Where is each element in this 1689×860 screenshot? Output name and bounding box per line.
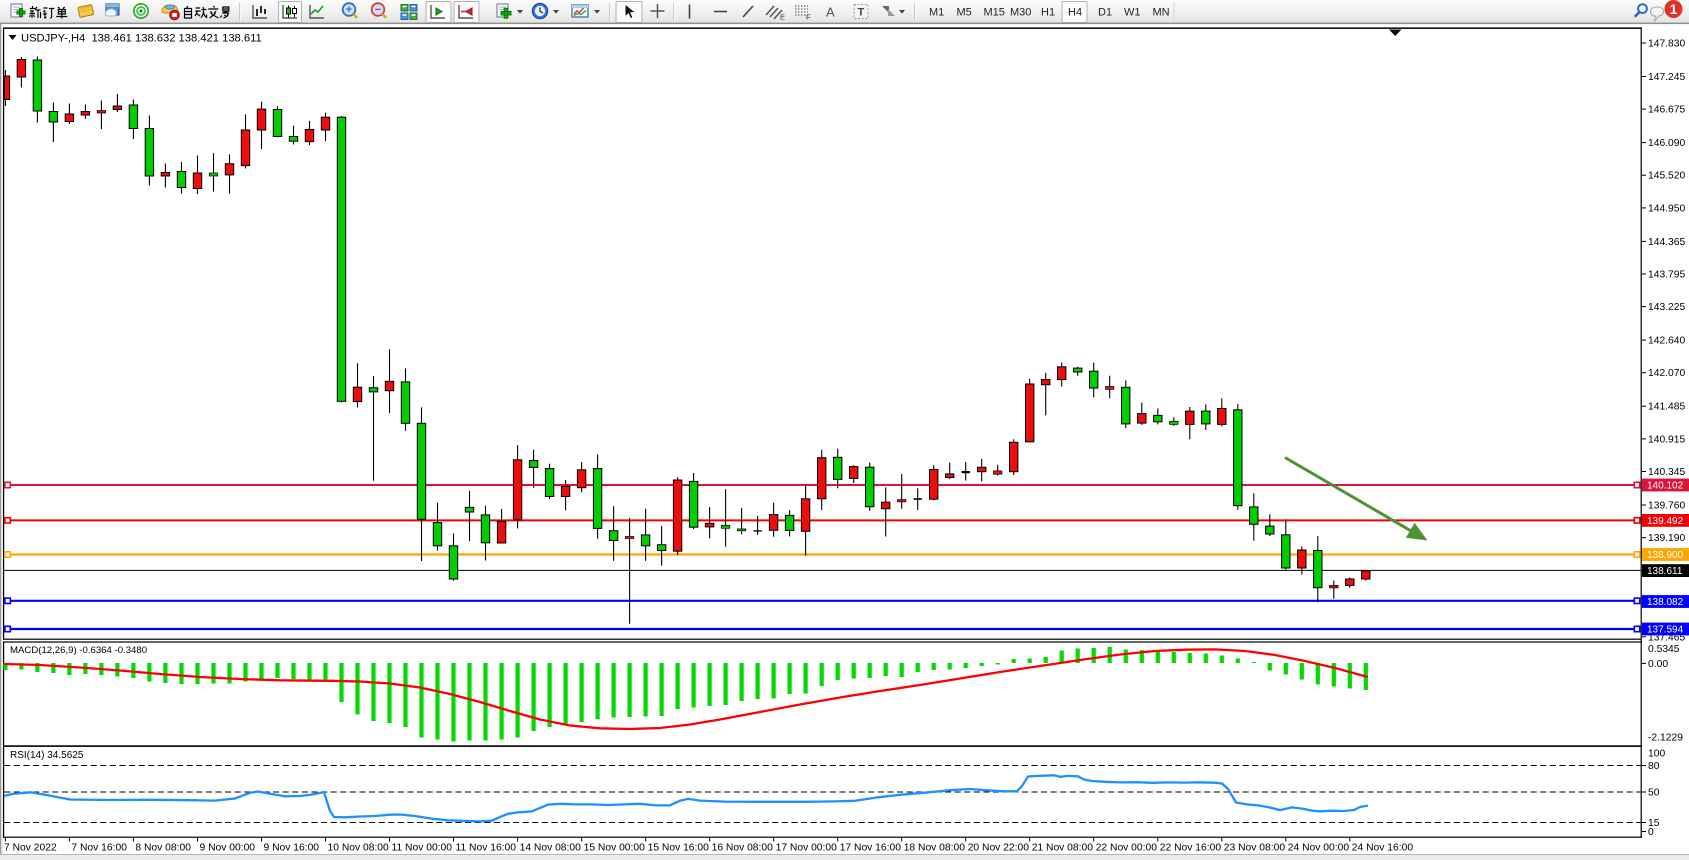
- svg-text:-2.1229: -2.1229: [1648, 733, 1683, 744]
- svg-text:H4: H4: [1068, 7, 1082, 19]
- svg-text:142.070: 142.070: [1648, 368, 1685, 379]
- svg-text:0.5345: 0.5345: [1648, 644, 1680, 655]
- svg-text:144.950: 144.950: [1648, 203, 1685, 214]
- svg-text:A: A: [826, 5, 835, 20]
- svg-text:80: 80: [1648, 761, 1660, 772]
- svg-text:138.611: 138.611: [1647, 566, 1683, 577]
- svg-text:7 Nov 2022: 7 Nov 2022: [4, 843, 57, 854]
- svg-text:F: F: [806, 13, 811, 22]
- svg-text:140.102: 140.102: [1647, 481, 1684, 492]
- svg-text:145.520: 145.520: [1648, 171, 1685, 182]
- svg-text:142.640: 142.640: [1648, 336, 1685, 347]
- svg-text:E: E: [780, 13, 785, 22]
- svg-text:0.00: 0.00: [1648, 659, 1668, 670]
- svg-text:143.795: 143.795: [1648, 270, 1685, 281]
- svg-text:9 Nov 00:00: 9 Nov 00:00: [200, 843, 256, 854]
- svg-text:147.245: 147.245: [1648, 72, 1685, 83]
- svg-text:10 Nov 08:00: 10 Nov 08:00: [328, 843, 390, 854]
- svg-text:137.594: 137.594: [1647, 625, 1684, 636]
- svg-text:M1: M1: [929, 7, 944, 19]
- svg-text:8 Nov 08:00: 8 Nov 08:00: [135, 843, 191, 854]
- svg-text:1: 1: [1670, 1, 1678, 17]
- svg-text:USDJPY-,H4 138.461 138.632 13: USDJPY-,H4 138.461 138.632 138.421 138.6…: [21, 33, 262, 45]
- svg-text:140.915: 140.915: [1648, 434, 1685, 445]
- svg-text:MACD(12,26,9) -0.6364 -0.3480: MACD(12,26,9) -0.6364 -0.3480: [10, 645, 147, 656]
- svg-text:D1: D1: [1098, 7, 1112, 19]
- svg-text:139.492: 139.492: [1647, 516, 1684, 527]
- svg-text:22 Nov 00:00: 22 Nov 00:00: [1096, 843, 1158, 854]
- svg-text:146.090: 146.090: [1648, 138, 1685, 149]
- svg-text:MN: MN: [1153, 7, 1170, 19]
- svg-text:137.465: 137.465: [1648, 632, 1685, 643]
- svg-text:16 Nov 08:00: 16 Nov 08:00: [712, 843, 774, 854]
- svg-text:17 Nov 00:00: 17 Nov 00:00: [776, 843, 838, 854]
- svg-text:T: T: [858, 7, 865, 19]
- svg-text:M30: M30: [1010, 7, 1031, 19]
- svg-text:139.190: 139.190: [1648, 533, 1685, 544]
- svg-text:M15: M15: [984, 7, 1005, 19]
- svg-text:7 Nov 16:00: 7 Nov 16:00: [71, 843, 127, 854]
- svg-text:W1: W1: [1124, 7, 1141, 19]
- svg-text:139.760: 139.760: [1648, 501, 1685, 512]
- svg-text:141.485: 141.485: [1648, 402, 1685, 413]
- svg-text:144.365: 144.365: [1648, 237, 1685, 248]
- svg-text:+: +: [346, 4, 352, 16]
- svg-text:138.082: 138.082: [1647, 597, 1684, 608]
- svg-text:RSI(14) 34.5625: RSI(14) 34.5625: [10, 750, 84, 761]
- svg-text:100: 100: [1648, 749, 1665, 760]
- svg-text:−: −: [375, 4, 381, 16]
- svg-text:H1: H1: [1041, 7, 1055, 19]
- svg-text:24 Nov 16:00: 24 Nov 16:00: [1352, 843, 1414, 854]
- svg-text:11 Nov 00:00: 11 Nov 00:00: [392, 843, 453, 854]
- svg-text:14 Nov 08:00: 14 Nov 08:00: [520, 843, 582, 854]
- svg-text:15: 15: [1648, 818, 1660, 829]
- svg-text:15 Nov 00:00: 15 Nov 00:00: [584, 843, 646, 854]
- svg-text:21 Nov 08:00: 21 Nov 08:00: [1032, 843, 1094, 854]
- svg-text:11 Nov 16:00: 11 Nov 16:00: [456, 843, 517, 854]
- svg-text:138.900: 138.900: [1647, 550, 1684, 561]
- svg-text:24 Nov 00:00: 24 Nov 00:00: [1288, 843, 1350, 854]
- svg-text:20 Nov 22:00: 20 Nov 22:00: [968, 843, 1030, 854]
- svg-text:15 Nov 16:00: 15 Nov 16:00: [648, 843, 710, 854]
- svg-text:22 Nov 16:00: 22 Nov 16:00: [1160, 843, 1222, 854]
- svg-text:9 Nov 16:00: 9 Nov 16:00: [264, 843, 320, 854]
- svg-text:17 Nov 16:00: 17 Nov 16:00: [840, 843, 902, 854]
- svg-text:143.225: 143.225: [1648, 302, 1685, 313]
- svg-text:M5: M5: [957, 7, 972, 19]
- svg-text:146.675: 146.675: [1648, 105, 1685, 116]
- svg-text:140.345: 140.345: [1648, 467, 1685, 478]
- svg-text:50: 50: [1648, 788, 1660, 799]
- svg-text:23 Nov 08:00: 23 Nov 08:00: [1224, 843, 1286, 854]
- svg-text:0: 0: [1648, 827, 1654, 838]
- svg-text:147.830: 147.830: [1648, 39, 1685, 50]
- svg-text:18 Nov 08:00: 18 Nov 08:00: [904, 843, 966, 854]
